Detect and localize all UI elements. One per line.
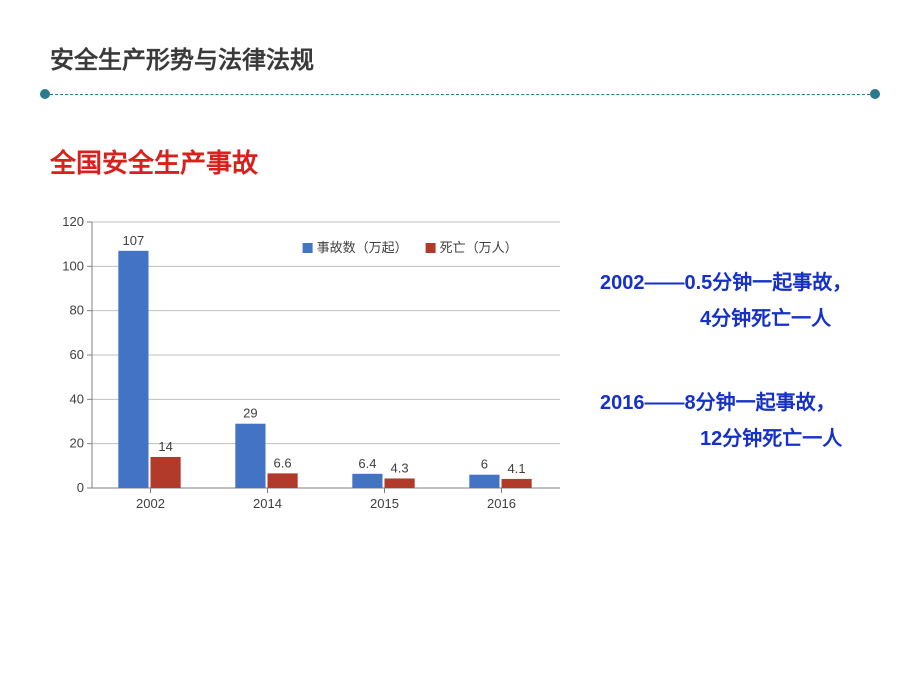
svg-text:6.4: 6.4 <box>358 456 376 471</box>
svg-text:29: 29 <box>243 406 257 421</box>
svg-text:40: 40 <box>70 391 84 406</box>
note-2016-line1: 2016——8分钟一起事故， <box>600 385 852 421</box>
divider-dot-right <box>870 89 880 99</box>
note-2002-line2: 4分钟死亡一人 <box>600 301 852 337</box>
svg-text:14: 14 <box>158 439 172 454</box>
divider <box>40 93 880 95</box>
svg-text:4.3: 4.3 <box>391 460 409 475</box>
svg-text:事故数（万起）: 事故数（万起） <box>317 240 408 255</box>
svg-text:107: 107 <box>123 233 145 248</box>
section-title: 全国安全生产事故 <box>50 143 870 180</box>
side-notes: 2002——0.5分钟一起事故， 4分钟死亡一人 2016——8分钟一起事故， … <box>600 210 852 505</box>
svg-text:80: 80 <box>70 303 84 318</box>
divider-dot-left <box>40 89 50 99</box>
note-2016-line2: 12分钟死亡一人 <box>600 421 852 457</box>
svg-text:2015: 2015 <box>370 496 399 511</box>
divider-line <box>40 94 880 95</box>
svg-text:20: 20 <box>70 436 84 451</box>
svg-text:2002: 2002 <box>136 496 165 511</box>
svg-text:2014: 2014 <box>253 496 282 511</box>
svg-text:6.6: 6.6 <box>274 455 292 470</box>
note-2002: 2002——0.5分钟一起事故， 4分钟死亡一人 <box>600 265 852 337</box>
svg-text:0: 0 <box>77 480 84 495</box>
page-title: 安全生产形势与法律法规 <box>50 40 870 75</box>
note-2002-line1: 2002——0.5分钟一起事故， <box>600 265 852 301</box>
bar-chart: 0 20 40 60 80 100 120 2002 107 14 2014 29 6.6 2015 6.4… <box>50 210 570 520</box>
svg-text:120: 120 <box>62 214 84 229</box>
svg-text:2016: 2016 <box>487 496 516 511</box>
content-row: 0 20 40 60 80 100 120 2002 107 14 2014 29 6.6 2015 6.4… <box>50 210 870 520</box>
slide: 安全生产形势与法律法规 全国安全生产事故 0 20 40 60 80 100 120 2002… <box>0 0 920 690</box>
svg-text:100: 100 <box>62 258 84 273</box>
svg-text:60: 60 <box>70 347 84 362</box>
svg-text:死亡（万人）: 死亡（万人） <box>440 240 518 255</box>
svg-text:4.1: 4.1 <box>508 461 526 476</box>
svg-text:6: 6 <box>481 457 488 472</box>
note-2016: 2016——8分钟一起事故， 12分钟死亡一人 <box>600 385 852 457</box>
